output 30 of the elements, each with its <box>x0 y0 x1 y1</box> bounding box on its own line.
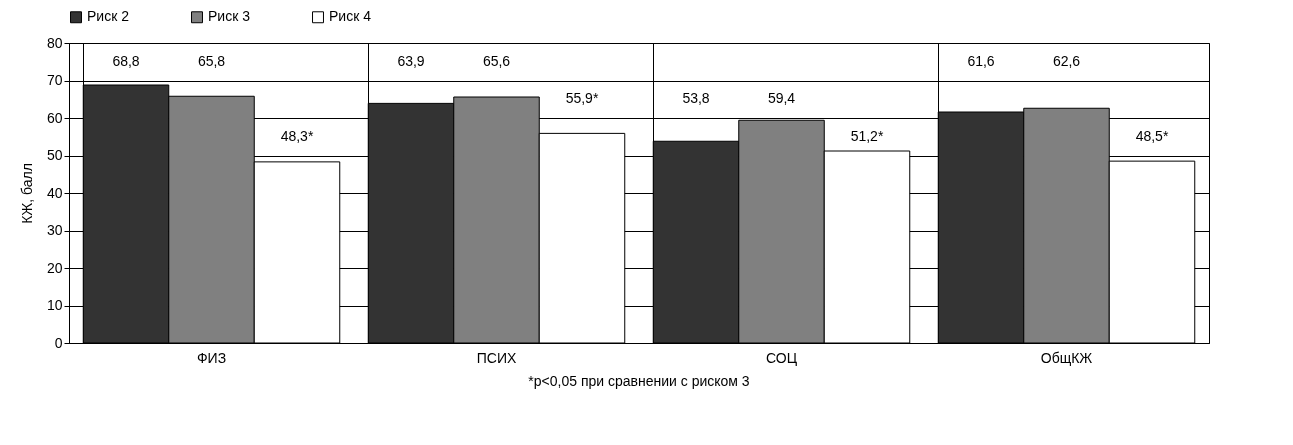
data-label: 59,4 <box>767 90 796 107</box>
x-tick-label: ФИЗ <box>196 349 227 366</box>
data-label: 68,8 <box>112 52 140 69</box>
data-label: 53,8 <box>682 90 710 107</box>
legend-label: Риск 4 <box>329 8 372 25</box>
y-tick-label: 70 <box>46 72 63 88</box>
y-tick-label: 10 <box>46 297 63 313</box>
data-label: 48,5* <box>1135 127 1169 144</box>
y-tick-label: 60 <box>46 109 63 126</box>
data-label: 48,3* <box>280 127 314 144</box>
data-label: 62,6 <box>1052 52 1081 69</box>
data-label: 65,8 <box>197 52 226 69</box>
data-label: 63,9 <box>397 52 425 69</box>
data-label: 55,9* <box>565 90 599 107</box>
legend-label: Риск 2 <box>87 8 130 25</box>
y-tick-label: 50 <box>46 147 63 163</box>
text: *p<0,05 при сравнении с риском 3 <box>528 373 750 389</box>
data-label: 61,6 <box>967 52 995 69</box>
x-tick-label: ОбщКЖ <box>1040 349 1093 366</box>
y-tick-label: 0 <box>54 334 63 351</box>
y-tick-label: 80 <box>46 34 63 51</box>
legend-label: Риск 3 <box>208 8 251 25</box>
y-tick-label: 30 <box>46 222 63 238</box>
y-tick-label: 20 <box>46 259 63 276</box>
data-label: 51,2* <box>850 127 884 144</box>
y-axis-title: КЖ, балл <box>18 163 35 224</box>
x-tick-label: СОЦ <box>765 349 798 366</box>
y-tick-label: 40 <box>46 184 63 201</box>
x-tick-label: ПСИХ <box>476 349 517 366</box>
data-label: 65,6 <box>482 52 511 69</box>
